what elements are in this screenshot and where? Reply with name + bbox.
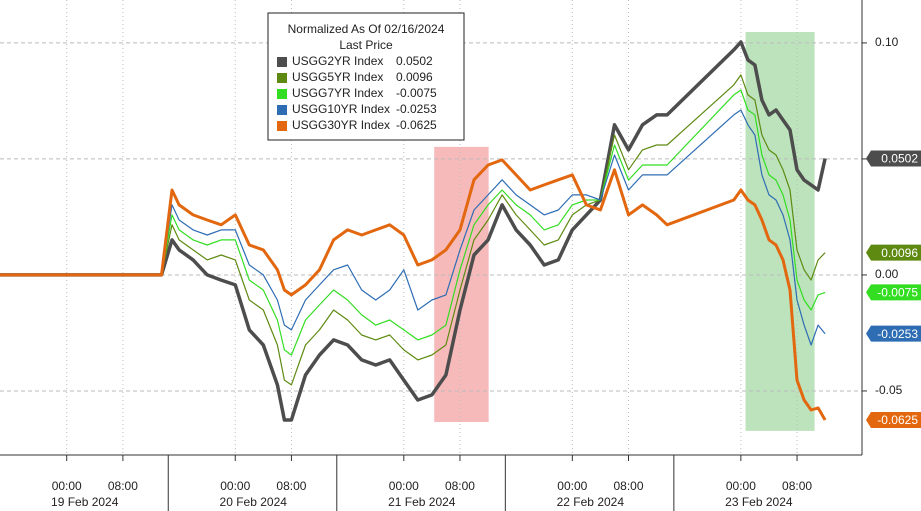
legend-label: USGG5YR Index [292,70,383,84]
x-date-label: 19 Feb 2024 [51,495,119,509]
last-value-label: 0.0096 [881,246,918,260]
series-line [0,109,826,346]
last-value-label: -0.0075 [877,286,918,300]
x-tick-label: 00:00 [389,479,419,493]
x-date-label: 22 Feb 2024 [557,495,625,509]
legend-swatch [277,57,287,67]
y-tick-label: -0.05 [875,383,903,397]
legend-value: 0.0096 [396,70,433,84]
x-tick-label: 00:00 [557,479,587,493]
x-date-label: 23 Feb 2024 [725,495,793,509]
x-tick-label: 00:00 [220,479,250,493]
y-tick-label: 0.10 [875,35,899,49]
x-date-label: 20 Feb 2024 [220,495,288,509]
last-value-box [866,325,921,342]
series-line [0,40,827,422]
legend-value: -0.0075 [396,86,437,100]
series-line [0,74,826,386]
x-tick-label: 08:00 [613,479,643,493]
x-tick-label: 08:00 [276,479,306,493]
last-value-label: -0.0253 [877,327,918,341]
series-line [0,158,827,421]
last-value-box [866,244,921,261]
last-value-box [866,411,921,428]
x-tick-label: 08:00 [445,479,475,493]
highlight-region [745,32,815,431]
legend-label: USGG10YR Index [292,102,390,116]
legend-subtitle: Last Price [339,38,393,52]
legend-swatch [277,73,287,83]
legend: Normalized As Of 02/16/2024 Last Price USG… [267,12,465,141]
y-tick-label: 0.00 [875,267,899,281]
x-tick-label: 08:00 [108,479,138,493]
last-value-label: -0.0625 [877,413,918,427]
legend-value: -0.0625 [396,118,437,132]
legend-swatch [277,89,287,99]
legend-box [267,12,465,141]
legend-value: 0.0502 [396,54,433,68]
x-tick-label: 00:00 [726,479,756,493]
legend-swatch [277,121,287,131]
x-tick-label: 08:00 [782,479,812,493]
x-date-label: 21 Feb 2024 [388,495,456,509]
legend-label: USGG2YR Index [292,54,383,68]
legend-title: Normalized As Of 02/16/2024 [288,22,445,36]
legend-label: USGG7YR Index [292,86,383,100]
legend-swatch [277,105,287,115]
series-line [0,89,826,356]
legend-value: -0.0253 [396,102,437,116]
last-value-box [866,284,921,301]
last-value-box [866,150,921,167]
last-value-label: 0.0502 [881,152,918,166]
legend-label: USGG30YR Index [292,118,390,132]
x-tick-label: 00:00 [52,479,82,493]
